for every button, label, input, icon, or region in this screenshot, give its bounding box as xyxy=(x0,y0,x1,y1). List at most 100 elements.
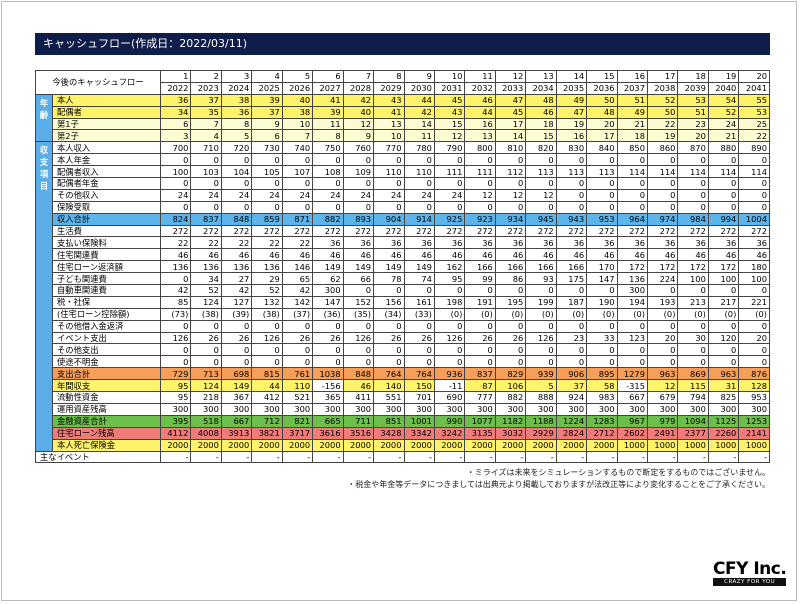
value-cell: 936 xyxy=(433,367,466,381)
value-cell: 42 xyxy=(159,284,192,297)
value-cell: 821 xyxy=(281,414,314,428)
value-cell: 0 xyxy=(464,284,496,297)
year-header: 2024 xyxy=(220,81,253,95)
value-cell: 10 xyxy=(373,129,405,143)
row-label: 本人 xyxy=(52,93,161,107)
value-cell: 0 xyxy=(312,343,344,357)
value-cell: 0 xyxy=(677,200,709,214)
value-cell: 65 xyxy=(281,272,314,286)
value-cell: 15 xyxy=(525,129,557,143)
value-cell: 848 xyxy=(220,212,253,226)
value-cell: 147 xyxy=(586,272,618,286)
value-cell: 2141 xyxy=(738,426,770,440)
value-cell: 0 xyxy=(342,343,375,357)
value-cell: 518 xyxy=(190,414,222,428)
value-cell: 172 xyxy=(646,260,679,274)
value-cell: 115 xyxy=(677,379,709,393)
year-header: 2036 xyxy=(586,81,618,95)
value-cell: 0 xyxy=(433,343,466,357)
value-cell: 39 xyxy=(312,105,344,119)
value-cell: 0 xyxy=(190,319,222,333)
event-cell: - xyxy=(220,450,253,464)
value-cell: 24 xyxy=(251,188,283,202)
value-cell: 0 xyxy=(281,343,314,357)
value-cell: 22 xyxy=(646,117,679,131)
value-cell: 983 xyxy=(586,391,618,404)
value-cell: 126 xyxy=(251,331,283,345)
period-header: 6 xyxy=(312,70,344,83)
value-cell: 191 xyxy=(464,295,496,309)
value-cell: 36 xyxy=(159,93,192,107)
table-row: その他支出 0 0 0 0 0 0 0 0 0 0 0 0 0 0 0 0 0 0 0 0 xyxy=(36,343,770,357)
value-cell: 14 xyxy=(403,117,435,131)
value-cell: 395 xyxy=(159,414,192,428)
value-cell: 5 xyxy=(525,379,557,393)
value-cell: 272 xyxy=(677,224,709,238)
value-cell: 198 xyxy=(433,295,466,309)
value-cell: 6 xyxy=(159,117,192,131)
value-cell: 1279 xyxy=(616,367,649,381)
value-cell: 87 xyxy=(464,379,496,393)
value-cell: 914 xyxy=(403,212,435,226)
table-row: 生活費 272 272 272 272 272 272 272 272 272 272 272 272 2… xyxy=(36,224,770,238)
period-header: 3 xyxy=(220,70,253,83)
value-cell: (39) xyxy=(220,307,253,321)
value-cell: 0 xyxy=(555,153,588,167)
value-cell: 272 xyxy=(220,224,253,238)
value-cell: 923 xyxy=(464,212,496,226)
value-cell: 0 xyxy=(677,177,709,190)
value-cell: 114 xyxy=(677,165,709,179)
year-header: 2037 xyxy=(616,81,649,95)
table-row: 本人年金 0 0 0 0 0 0 0 0 0 0 0 0 0 0 0 0 0 0 0 0 xyxy=(36,153,770,167)
year-header: 2041 xyxy=(738,81,770,95)
value-cell: 0 xyxy=(677,343,709,357)
value-cell: 95 xyxy=(433,272,466,286)
value-cell: 34 xyxy=(159,105,192,119)
value-cell: 95 xyxy=(159,379,192,393)
event-cell: - xyxy=(190,450,222,464)
table-row: (住宅ローン控除額) (73) (38) (39) (38) (37) (36) (35) (3… xyxy=(36,307,770,321)
value-cell: 0 xyxy=(646,188,679,202)
value-cell: 46 xyxy=(220,248,253,262)
value-cell: 22 xyxy=(220,236,253,250)
value-cell: 8 xyxy=(220,117,253,131)
value-cell: 0 xyxy=(159,355,192,369)
value-cell: 2000 xyxy=(312,438,344,452)
value-cell: 166 xyxy=(555,260,588,274)
value-cell: 0 xyxy=(586,177,618,190)
value-cell: 36 xyxy=(586,236,618,250)
value-cell: 272 xyxy=(494,224,527,238)
value-cell: 0 xyxy=(342,319,375,333)
cashflow-table: 今後のキャッシュフロー 1 2 3 4 5 6 7 8 9 10 11 12 13 14 15 16 17 18 19… xyxy=(35,70,770,464)
company-logo: CFY Inc. CRAZY FOR YOU xyxy=(713,561,787,586)
value-cell: 224 xyxy=(646,272,679,286)
value-cell: 156 xyxy=(373,295,405,309)
value-cell: 24 xyxy=(281,188,314,202)
value-cell: 36 xyxy=(312,236,344,250)
value-cell: 47 xyxy=(494,93,527,107)
year-header: 2025 xyxy=(251,81,283,95)
value-cell: 0 xyxy=(159,343,192,357)
value-cell: 1001 xyxy=(403,414,435,428)
value-cell: 939 xyxy=(525,367,557,381)
event-cell: - xyxy=(677,450,709,464)
period-header: 10 xyxy=(433,70,466,83)
value-cell: 0 xyxy=(433,355,466,369)
value-cell: 0 xyxy=(494,200,527,214)
table-row: 第1子 6 7 8 9 10 11 12 13 14 15 16 17 18 19 20 21 22 23 24 25 xyxy=(36,117,770,131)
value-cell: 300 xyxy=(616,284,649,297)
value-cell: 0 xyxy=(738,153,770,167)
value-cell: 869 xyxy=(677,367,709,381)
row-label: その他借入金返済 xyxy=(52,319,161,333)
value-cell: 13 xyxy=(373,117,405,131)
value-cell: 300 xyxy=(190,402,222,416)
value-cell: 0 xyxy=(586,200,618,214)
value-cell: 882 xyxy=(494,391,527,404)
value-cell: 3913 xyxy=(220,426,253,440)
value-cell: 0 xyxy=(616,200,649,214)
value-cell: 2000 xyxy=(464,438,496,452)
value-cell: 0 xyxy=(373,355,405,369)
value-cell: 46 xyxy=(403,248,435,262)
value-cell: 0 xyxy=(190,153,222,167)
event-cell: - xyxy=(616,450,649,464)
